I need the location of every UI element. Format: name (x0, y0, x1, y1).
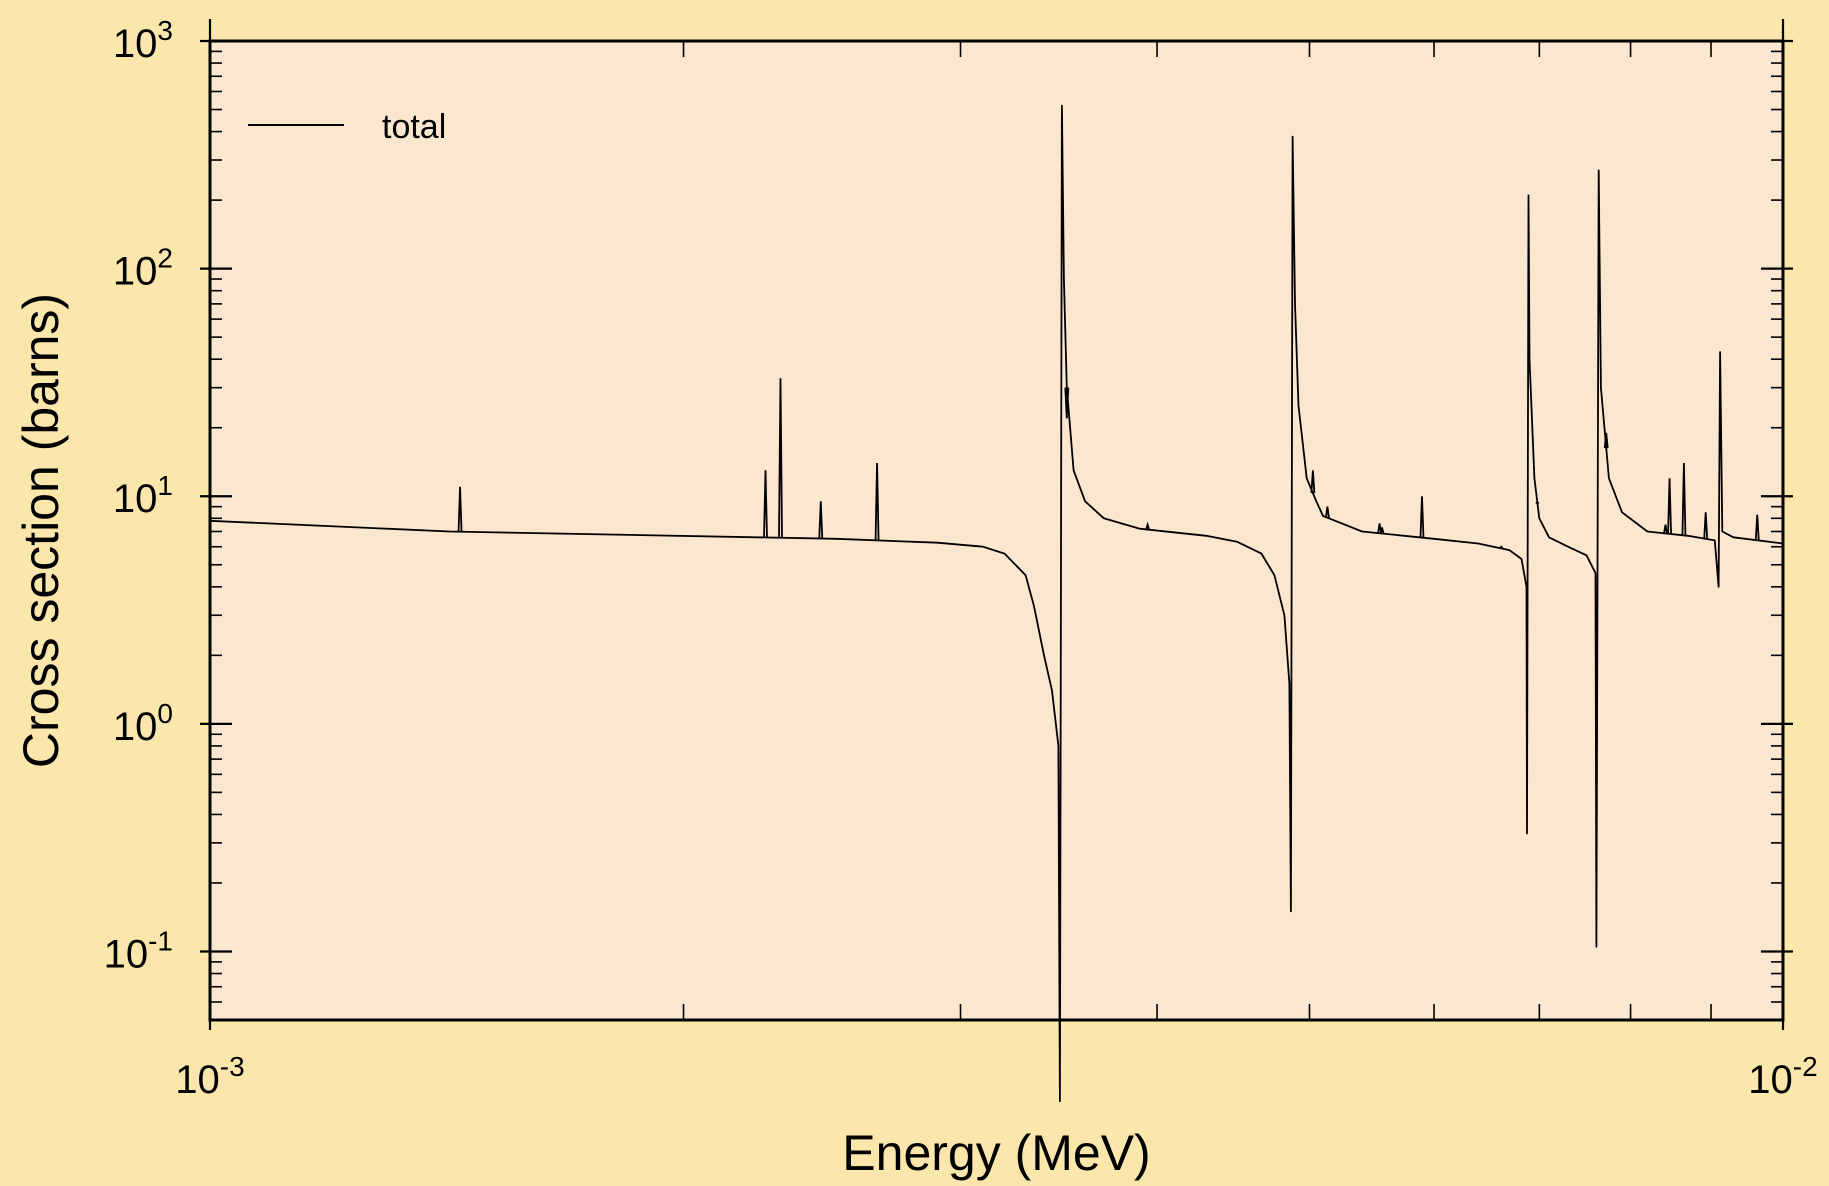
y-tick-label-exponent: 3 (157, 15, 173, 46)
y-axis-label: Cross section (barns) (13, 293, 69, 768)
x-tick-label-base: 10 (175, 1058, 220, 1102)
y-tick-label-base: 10 (104, 932, 149, 976)
y-tick-label-exponent: 1 (157, 470, 173, 501)
resonance-spike (1536, 502, 1539, 503)
y-tick-label-exponent: 0 (157, 698, 173, 729)
y-tick-label-base: 10 (113, 477, 158, 521)
y-tick-label-base: 10 (113, 22, 158, 66)
x-axis-label: Energy (MeV) (842, 1125, 1150, 1181)
y-tick-label-base: 10 (113, 250, 158, 294)
y-tick-label-base: 10 (113, 705, 158, 749)
legend-entry-total: total (382, 108, 446, 146)
x-tick-label-exponent: -3 (220, 1051, 245, 1082)
y-tick-label-exponent: -1 (148, 925, 173, 956)
y-tick-label-exponent: 2 (157, 243, 173, 274)
x-tick-label-exponent: -2 (1793, 1051, 1818, 1082)
x-tick-label-base: 10 (1748, 1058, 1793, 1102)
